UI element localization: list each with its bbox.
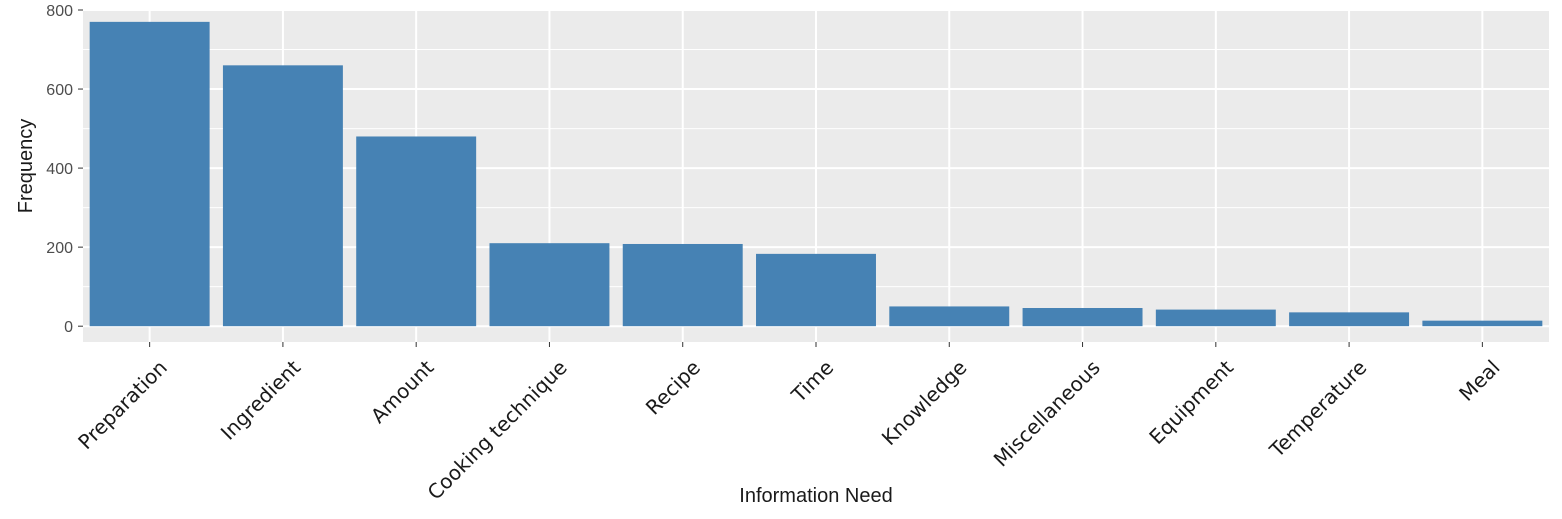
bar-temperature <box>1289 312 1410 327</box>
bars <box>89 21 1543 327</box>
y-tick-label: 200 <box>46 240 73 257</box>
y-tick-label: 0 <box>64 319 73 336</box>
bar-recipe <box>622 243 743 327</box>
bar-preparation <box>89 21 210 327</box>
y-tick-label: 600 <box>46 82 73 99</box>
x-axis-title: Information Need <box>739 485 892 507</box>
x-tick-label: Preparation <box>73 355 172 454</box>
y-axis-ticks: 0 200 400 600 800 <box>46 3 83 336</box>
bar-miscellaneous <box>1022 308 1143 327</box>
bar-equipment <box>1155 309 1276 327</box>
x-tick-label: Amount <box>366 355 439 428</box>
x-tick-label: Knowledge <box>877 355 972 450</box>
bar-ingredient <box>222 65 343 327</box>
bar-amount <box>356 136 477 327</box>
y-axis-title: Frequency <box>15 119 37 214</box>
bar-cooking-technique <box>489 243 610 327</box>
x-tick-label: Equipment <box>1144 355 1238 449</box>
x-tick-label: Time <box>786 355 838 407</box>
y-tick-label: 800 <box>46 3 73 20</box>
x-tick-label: Ingredient <box>216 355 306 445</box>
x-tick-label: Cooking technique <box>423 355 572 504</box>
bar-meal <box>1422 320 1543 327</box>
y-tick-label: 400 <box>46 161 73 178</box>
bar-time <box>756 253 876 327</box>
bar-knowledge <box>889 306 1010 327</box>
x-tick-label: Recipe <box>641 355 705 419</box>
x-tick-label: Miscellaneous <box>989 355 1105 471</box>
x-tick-label: Temperature <box>1264 355 1371 462</box>
x-tick-label: Meal <box>1454 355 1504 405</box>
